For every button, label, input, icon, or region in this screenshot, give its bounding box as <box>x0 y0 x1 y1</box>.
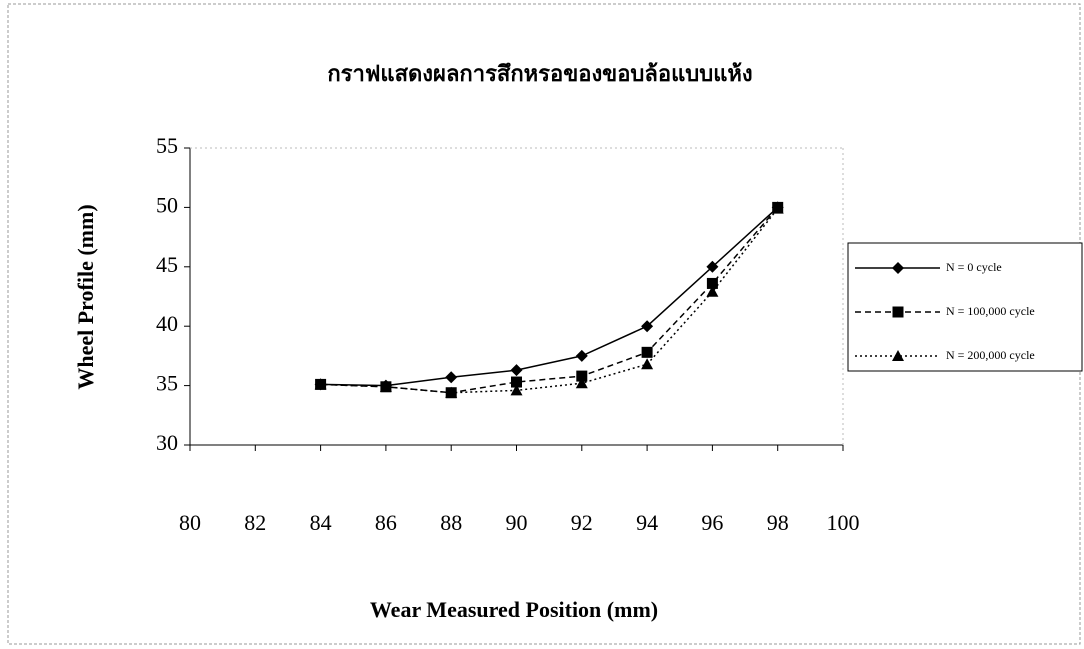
chart: กราฟแสดงผลการสึกหรอของขอบล้อแบบแห้ง Wear… <box>0 0 1084 649</box>
data-point <box>445 371 457 383</box>
x-tick-label: 92 <box>571 510 593 535</box>
x-tick-label: 84 <box>310 510 332 535</box>
x-tick-label: 88 <box>440 510 462 535</box>
x-tick-label: 94 <box>636 510 658 535</box>
legend-label: N = 0 cycle <box>946 260 1002 274</box>
y-tick-label: 50 <box>156 192 178 217</box>
x-axis-title: Wear Measured Position (mm) <box>370 597 658 622</box>
y-tick-label: 35 <box>156 371 178 396</box>
x-tick-label: 82 <box>244 510 266 535</box>
y-tick-label: 40 <box>156 311 178 336</box>
y-tick-label: 55 <box>156 133 178 158</box>
legend-label: N = 100,000 cycle <box>946 304 1035 318</box>
x-tick-label: 100 <box>827 510 860 535</box>
x-tick-label: 98 <box>767 510 789 535</box>
series-line <box>321 207 778 392</box>
legend-label: N = 200,000 cycle <box>946 348 1035 362</box>
series-line <box>321 209 778 393</box>
y-tick-label: 45 <box>156 252 178 277</box>
data-point <box>576 350 588 362</box>
legend-marker <box>893 307 904 318</box>
x-tick-label: 86 <box>375 510 397 535</box>
x-tick-label: 96 <box>701 510 723 535</box>
y-axis-title: Wheel Profile (mm) <box>73 204 98 389</box>
chart-title: กราฟแสดงผลการสึกหรอของขอบล้อแบบแห้ง <box>327 61 752 86</box>
y-tick-label: 30 <box>156 430 178 455</box>
x-tick-label: 90 <box>506 510 528 535</box>
data-point <box>511 364 523 376</box>
data-point <box>642 347 653 358</box>
x-tick-label: 80 <box>179 510 201 535</box>
